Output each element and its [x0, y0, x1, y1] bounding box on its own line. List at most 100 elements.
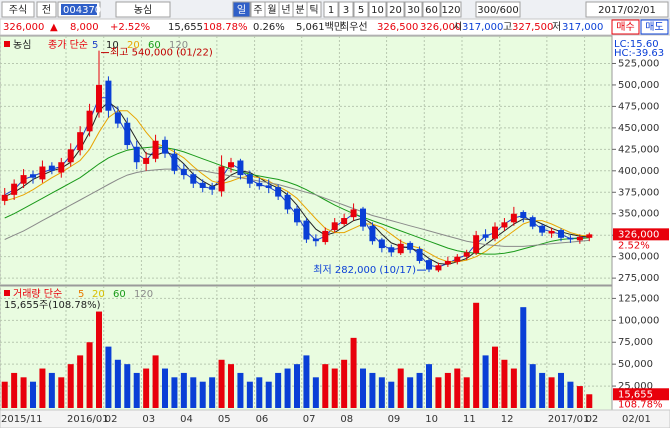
candle-body — [171, 153, 178, 171]
toolbar-button[interactable] — [440, 1, 462, 18]
quote-value: 0.26% — [253, 22, 285, 33]
volume-bar — [586, 394, 593, 408]
toolbar-button[interactable] — [585, 1, 669, 18]
x-tick-label: 07 — [303, 414, 316, 425]
volume-bar — [501, 359, 508, 408]
legend-stock: 농심 — [13, 39, 31, 51]
candle-body — [180, 169, 187, 176]
annotation-high: 최고 540,000 (01/22) — [110, 47, 213, 59]
y-tick-label: 525,000 — [618, 58, 659, 69]
toolbar-label[interactable]: 주식 — [9, 4, 27, 16]
candle-body — [407, 242, 414, 250]
toolbar-button[interactable] — [306, 1, 322, 18]
price-panel — [0, 35, 613, 286]
toolbar-button[interactable] — [115, 1, 171, 18]
toolbar-button[interactable] — [386, 1, 405, 18]
candle-body — [492, 226, 498, 239]
candle-body — [218, 166, 225, 192]
candle-body — [501, 222, 508, 228]
x-tick-label: 03 — [142, 414, 155, 425]
volume-bar — [520, 307, 527, 408]
candle-body — [529, 217, 536, 227]
toolbar-label[interactable]: 농심 — [134, 4, 152, 16]
toolbar-button[interactable] — [338, 1, 354, 18]
order-button[interactable] — [611, 19, 640, 35]
candle-body — [510, 213, 517, 223]
moving-average — [4, 168, 590, 247]
quote-value: 고 — [503, 22, 512, 33]
toolbar-button[interactable] — [404, 1, 423, 18]
x-tick-label: 11 — [463, 414, 476, 425]
legend-entry: 5 — [92, 40, 98, 51]
toolbar-label[interactable]: 주 — [253, 5, 262, 16]
toolbar-button[interactable] — [368, 1, 387, 18]
toolbar-label[interactable]: 5 — [358, 5, 364, 16]
candle-body — [275, 187, 282, 197]
candle-body — [378, 239, 385, 249]
volume-bar — [369, 372, 376, 408]
toolbar-button[interactable] — [232, 1, 251, 18]
quote-value: ▲ — [50, 22, 58, 33]
code-highlight — [61, 4, 97, 15]
volume-bar — [407, 377, 414, 408]
x-tick-label: 04 — [180, 414, 193, 425]
toolbar-label[interactable]: 월 — [267, 4, 276, 16]
toolbar-label[interactable]: 30 — [407, 5, 420, 16]
x-tick-label: 2017/01 — [548, 414, 590, 425]
toolbar-label[interactable]: 틱 — [309, 4, 318, 16]
x-tick-label: 05 — [218, 414, 231, 425]
toolbar-button[interactable] — [1, 1, 35, 18]
toolbar-label[interactable]: 60 — [425, 5, 438, 16]
ratio-label: 108.78% — [618, 399, 663, 410]
x-tick-label: 09 — [388, 414, 401, 425]
candle-body — [162, 139, 168, 154]
toolbar-label[interactable]: 2017/02/01 — [598, 5, 656, 16]
candle-body — [586, 234, 593, 238]
moving-average — [4, 101, 590, 265]
toolbar-label[interactable]: 300/600 — [477, 5, 519, 16]
legend-title: 종가 단순 — [48, 39, 88, 51]
last-price-label: 326,000 — [618, 229, 659, 240]
candle-body — [11, 183, 18, 195]
candle-body — [265, 185, 272, 188]
toolbar-button[interactable] — [36, 1, 57, 18]
order-button[interactable] — [640, 19, 669, 35]
legend-entry: 60 — [113, 289, 126, 300]
toolbar-label[interactable]: 1 — [328, 5, 334, 16]
x-tick-label: 02 — [586, 414, 599, 425]
candle-body — [369, 225, 376, 242]
candle-body — [96, 84, 102, 113]
x-tick-label: 2015/11 — [1, 414, 43, 425]
toolbar-label[interactable]: 일 — [237, 4, 246, 16]
quote-value: 326,000 — [3, 22, 44, 33]
legend-entry: 5 — [78, 289, 84, 300]
order-label[interactable]: 매수 — [616, 21, 634, 33]
toolbar-label[interactable]: 004370 — [63, 5, 101, 16]
legend-swatch — [4, 41, 10, 47]
toolbar-label[interactable]: 전 — [42, 4, 51, 16]
toolbar-button[interactable] — [323, 1, 339, 18]
volume-bar — [171, 377, 178, 408]
candle-body — [539, 225, 546, 233]
toolbar-button[interactable] — [353, 1, 369, 18]
order-label[interactable]: 매도 — [645, 21, 663, 33]
volume-bar — [482, 355, 489, 408]
toolbar-label[interactable]: 10 — [371, 5, 384, 16]
candle-body — [105, 80, 112, 111]
quote-value: 시 — [453, 21, 462, 33]
candle-body — [199, 182, 206, 188]
toolbar-button[interactable] — [422, 1, 441, 18]
volume-bar — [510, 368, 517, 408]
quote-value: 327,500 — [512, 22, 553, 33]
candle-body — [360, 208, 366, 227]
quote-value: 108.78% — [203, 22, 248, 33]
toolbar-label[interactable]: 3 — [343, 5, 349, 16]
toolbar-button[interactable] — [475, 1, 521, 18]
toolbar-label[interactable]: 년 — [281, 4, 290, 16]
toolbar-label[interactable]: 20 — [389, 5, 402, 16]
toolbar-label[interactable]: 분 — [295, 4, 304, 16]
last-price-box — [613, 228, 669, 241]
volume-bar — [228, 364, 234, 408]
legend-entry: 120 — [134, 289, 153, 300]
toolbar-label[interactable]: 120 — [441, 5, 460, 16]
